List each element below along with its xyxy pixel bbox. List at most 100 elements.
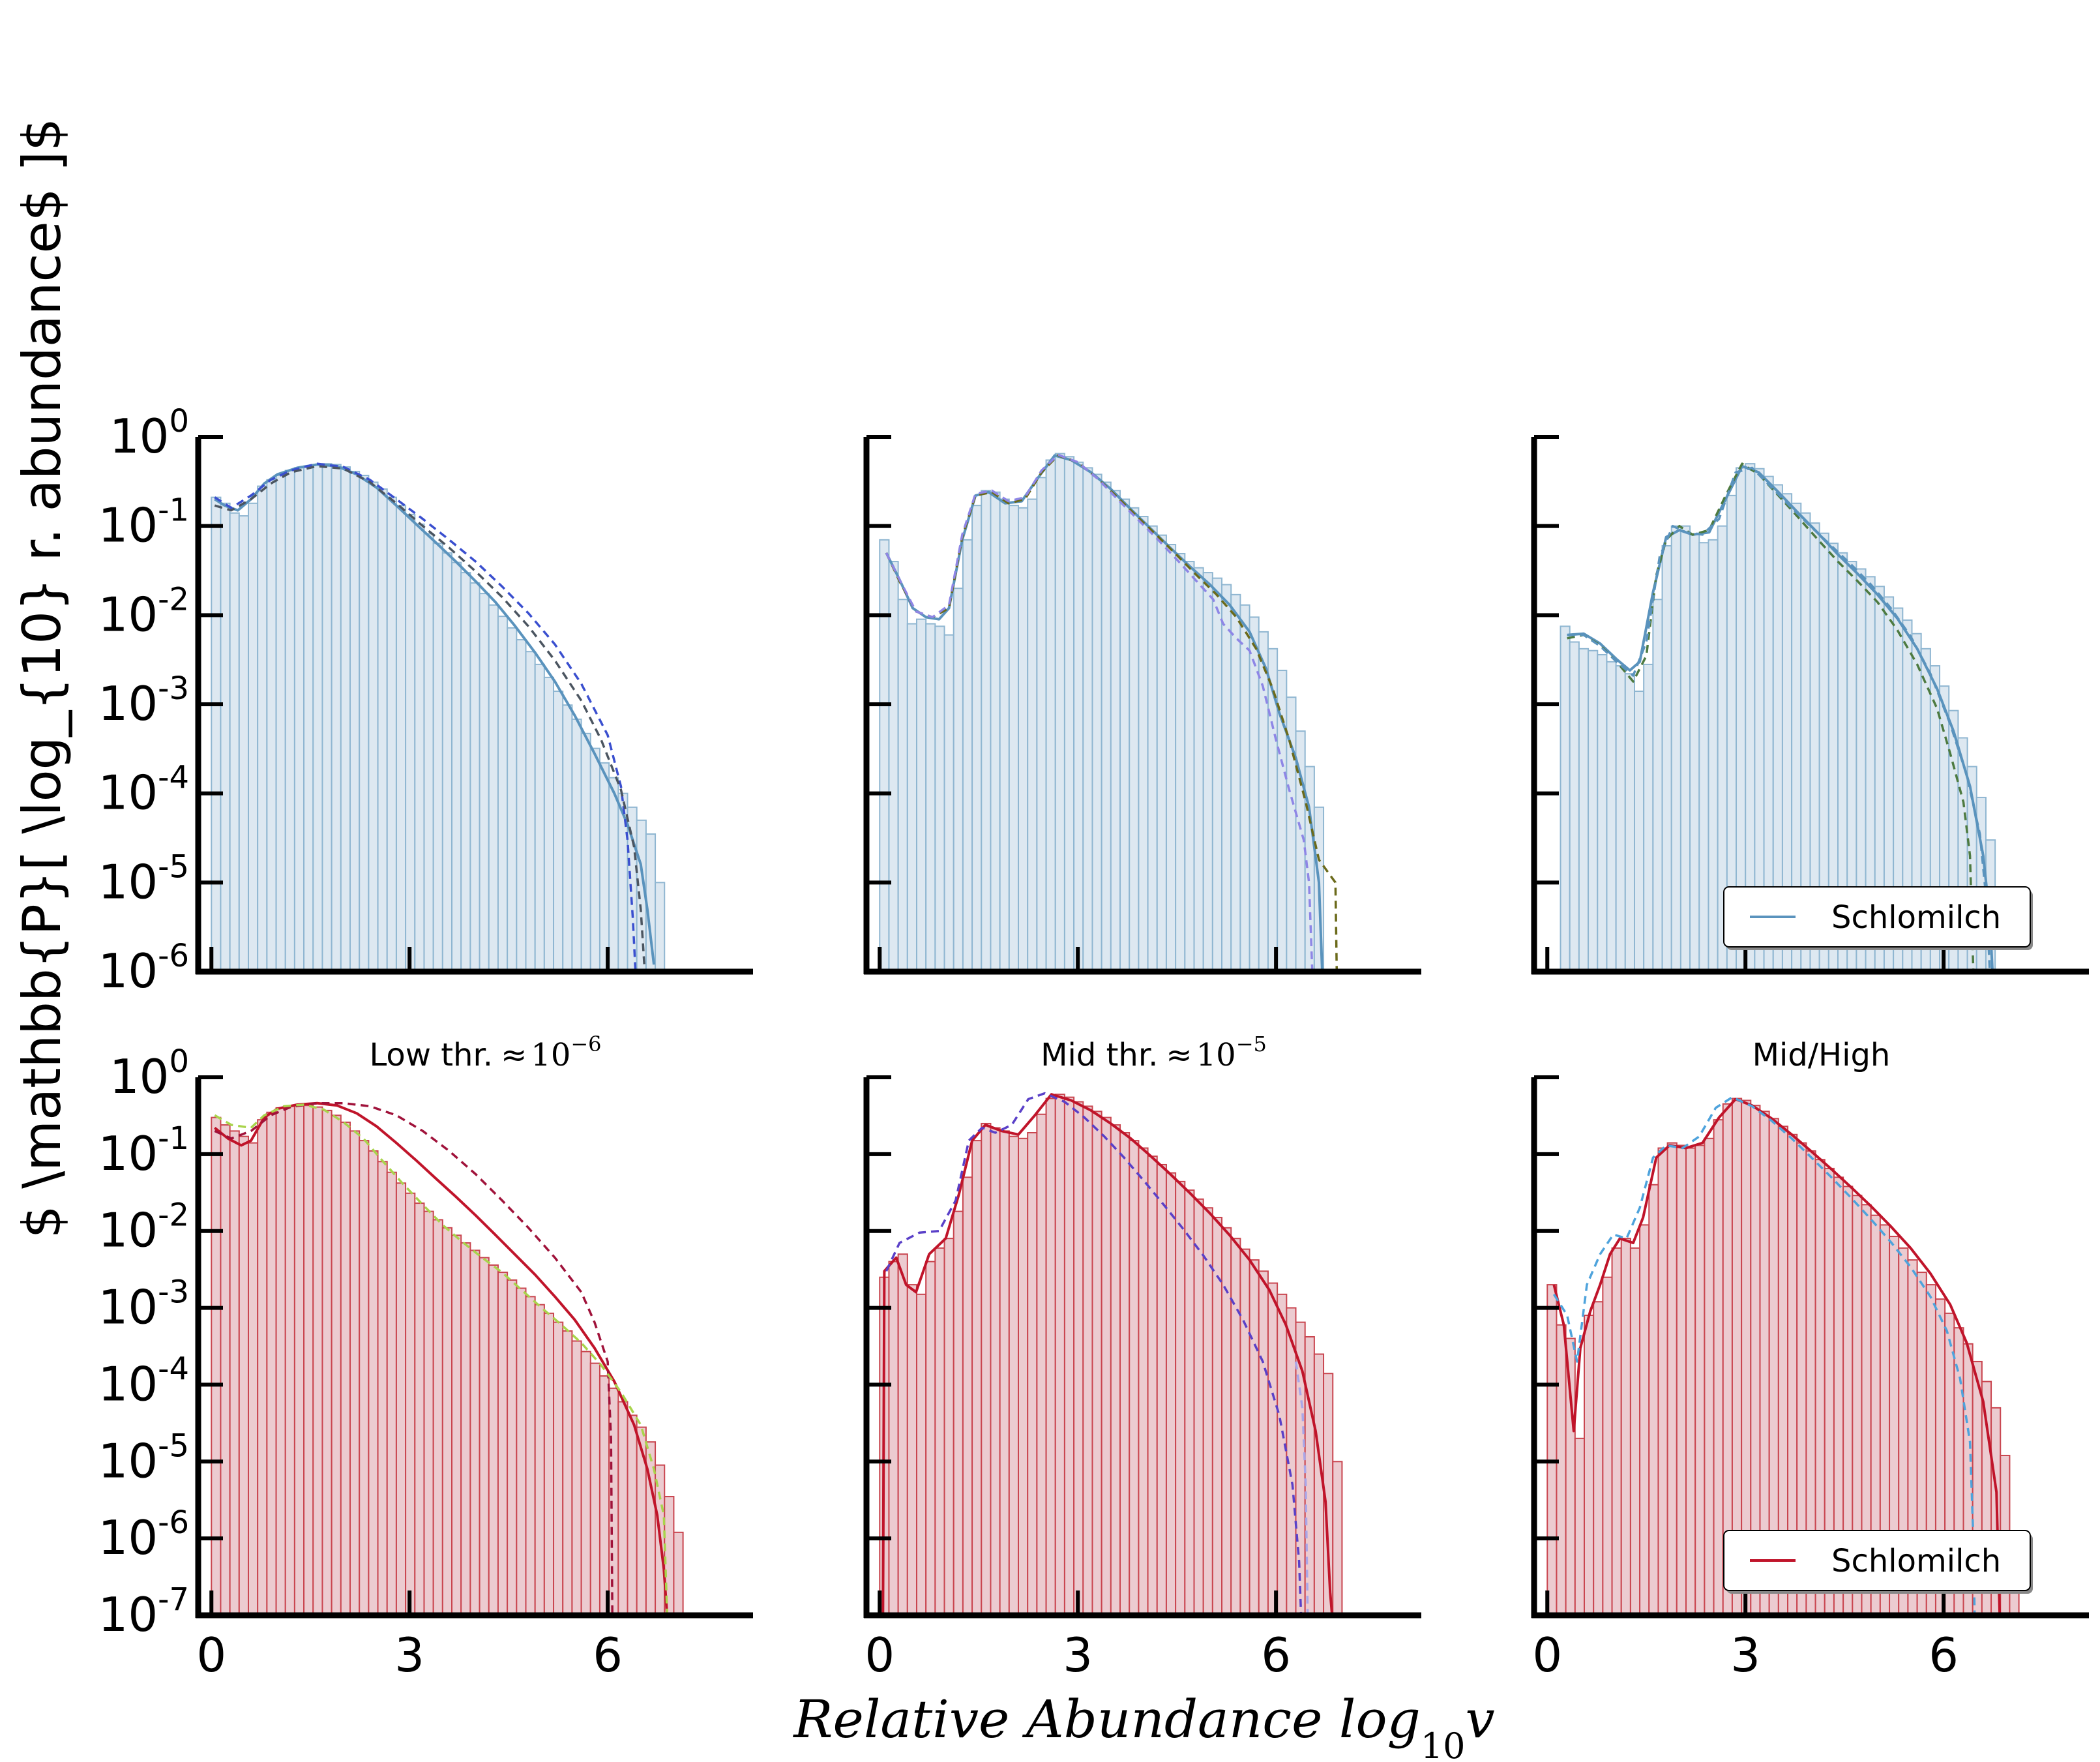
y-tick-label-exponent: -1 — [158, 492, 189, 529]
y-tick-label: 100 — [110, 1043, 189, 1104]
histogram-bar — [525, 1296, 536, 1615]
y-tick-label-base: 10 — [98, 766, 158, 820]
histogram-bar — [1574, 1437, 1585, 1615]
histogram-bar — [1546, 1284, 1558, 1615]
histogram-bar — [1193, 1198, 1204, 1615]
histogram-bar — [1091, 473, 1102, 972]
histogram-bar — [312, 464, 323, 972]
y-tick-label-base: 10 — [98, 1510, 158, 1565]
histogram-bar — [553, 1321, 564, 1615]
histogram-bar — [1556, 1324, 1567, 1615]
histogram-bar — [1054, 453, 1065, 972]
histogram-bar — [488, 604, 499, 972]
y-tick-label-base: 10 — [98, 1203, 158, 1258]
histogram-bar — [220, 1124, 231, 1615]
histogram-bar — [497, 1272, 509, 1615]
panel-title: Mid thr. ≈10−5 — [1041, 1032, 1267, 1073]
y-tick-label-exponent: -6 — [158, 1504, 189, 1541]
histogram-bar — [580, 1351, 591, 1615]
histogram-bar — [888, 561, 899, 972]
histogram-bar — [1569, 641, 1580, 972]
histogram-bar — [1698, 542, 1709, 972]
histogram-bar — [340, 466, 351, 972]
histogram-bar — [1147, 525, 1158, 972]
histogram-bar — [284, 470, 295, 972]
histogram-bar — [1620, 1238, 1631, 1615]
legend: Schlomilch — [1723, 886, 2033, 950]
y-tick-label-exponent: -2 — [158, 1197, 189, 1234]
y-tick-label-base: 10 — [98, 1587, 158, 1642]
histogram-bar — [395, 1182, 407, 1615]
histogram-bar — [1082, 467, 1093, 972]
histogram-bar — [1588, 650, 1599, 972]
panel-bottom-3: 0 3 6 Mid/High Schlomilch — [1531, 1037, 2089, 1682]
histogram-bar — [303, 1105, 314, 1615]
panel-title-base: 10 — [531, 1037, 570, 1073]
histogram-bar — [906, 1284, 917, 1615]
histogram-bar — [1583, 1314, 1595, 1615]
histogram-bar — [1606, 661, 1617, 972]
histogram-bar — [1249, 616, 1260, 972]
dashed-series-line — [1567, 462, 1975, 972]
histogram-bar — [915, 618, 927, 972]
histogram — [1546, 1098, 2020, 1615]
histogram-bar — [1175, 553, 1186, 972]
histogram-bar — [293, 1105, 305, 1615]
histogram-bar — [962, 1176, 973, 1615]
histogram-bar — [1249, 1259, 1260, 1615]
x-tick-label: 3 — [394, 1628, 424, 1682]
histogram-bar — [1027, 498, 1038, 972]
dashed-series-line — [214, 1101, 614, 1615]
histogram-bar — [1036, 477, 1047, 972]
y-tick-label-base: 10 — [98, 1433, 158, 1488]
plot-area — [879, 1092, 1343, 1615]
histogram-bar — [1018, 507, 1029, 972]
histogram-bar — [349, 470, 361, 972]
histogram-bar — [266, 479, 277, 972]
histogram-bar — [432, 543, 443, 972]
panel-title-exponent: −5 — [1236, 1032, 1267, 1056]
dashed-series-line — [214, 465, 646, 972]
histogram-bar — [414, 1202, 425, 1615]
y-tick-label: 10-4 — [98, 1351, 189, 1411]
histogram-bar — [257, 485, 268, 972]
histogram-bar — [1676, 1144, 1687, 1615]
histogram-bar — [386, 1171, 397, 1615]
histogram-bar — [312, 1106, 323, 1615]
histogram-bar — [469, 1249, 481, 1615]
histogram-bar — [469, 582, 481, 972]
histogram-bar — [589, 1362, 600, 1615]
histogram-bar — [999, 1130, 1010, 1615]
histogram-bar — [441, 552, 453, 972]
histogram-bar — [1156, 1163, 1167, 1615]
histogram-bar — [1661, 545, 1672, 972]
histogram-bar — [284, 1105, 295, 1615]
histogram-bar — [1045, 1098, 1056, 1615]
histogram-bar — [1202, 572, 1213, 972]
histogram-bar — [238, 515, 249, 972]
dashed-series-line — [1567, 466, 1991, 972]
solid-series-line — [881, 1093, 1334, 1615]
histogram-bar — [423, 533, 434, 972]
histogram-bar — [534, 1304, 545, 1615]
histogram-bar — [925, 623, 936, 972]
legend-label: Schlomilch — [1831, 1543, 2001, 1579]
y-tick-label: 10-5 — [98, 1427, 189, 1488]
histogram-bar — [962, 539, 973, 972]
histogram-bar — [1119, 1132, 1131, 1615]
y-tick-label: 10-2 — [98, 581, 189, 642]
histogram-bar — [925, 1261, 936, 1615]
histogram-bar — [1267, 1282, 1279, 1615]
y-tick-label-exponent: -2 — [158, 581, 189, 618]
histogram-bar — [1036, 1113, 1047, 1615]
histogram-bar — [359, 1140, 370, 1615]
histogram-bar — [432, 1219, 443, 1615]
histogram-bar — [1193, 567, 1204, 972]
panel-title-text: Mid thr. — [1041, 1037, 1158, 1073]
y-tick-label-exponent: -3 — [158, 1274, 189, 1311]
legend: Schlomilch — [1723, 1530, 2033, 1594]
y-tick-label: 10-7 — [98, 1581, 189, 1642]
histogram-bar — [497, 616, 509, 972]
histogram — [1560, 463, 1996, 972]
panels-layer: 10010-110-210-310-410-510-6Schlomilch100… — [98, 403, 2089, 1682]
